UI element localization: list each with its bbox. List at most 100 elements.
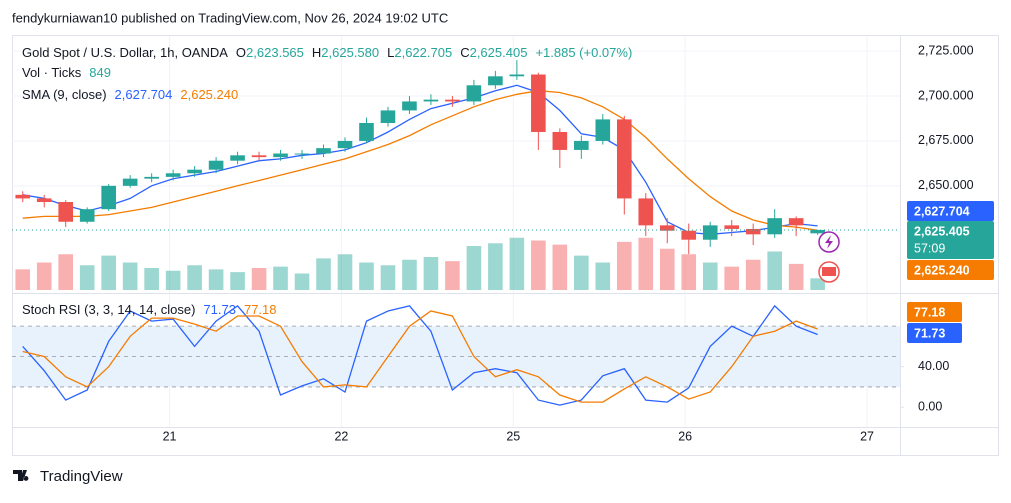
volume-bar <box>616 241 632 290</box>
volume-bar <box>724 266 740 290</box>
volume-bar <box>230 272 245 290</box>
volume-bar <box>659 248 675 290</box>
legend-value: 2,623.565 <box>246 45 304 60</box>
x-tick-label: 22 <box>334 429 348 443</box>
logo-mark <box>13 470 29 481</box>
volume-bar <box>810 278 825 290</box>
y-tick-label: 40.00 <box>918 359 949 373</box>
x-tick-label: 27 <box>860 429 874 443</box>
volume-bar <box>380 265 396 290</box>
candle-body <box>187 169 202 174</box>
volume-bar <box>251 268 267 290</box>
legend-value: 2,625.580 <box>321 45 379 60</box>
volume-bar <box>788 263 804 290</box>
volume-bar <box>165 270 181 290</box>
volume-bar <box>101 255 116 290</box>
candle-body <box>15 194 31 199</box>
candle-body <box>574 140 589 150</box>
volume-bar <box>58 254 74 290</box>
volume-bar <box>144 268 159 290</box>
volume-bar <box>122 262 138 290</box>
sma-badge-text: 2,627.704 <box>914 204 970 218</box>
legend-key: O <box>236 45 246 60</box>
candle-body <box>659 225 675 231</box>
volume-bar <box>402 259 417 290</box>
volume-bar <box>337 254 353 290</box>
candle-body <box>101 185 116 210</box>
sma-line <box>22 90 818 231</box>
volume-bar <box>595 262 611 290</box>
y-tick-label: 2,675.000 <box>918 133 974 147</box>
y-tick-label: 2,700.000 <box>918 88 974 102</box>
volume-bar <box>681 254 697 290</box>
candle-body <box>402 101 417 111</box>
candle-body <box>294 153 310 155</box>
flag-icon-stripes <box>822 267 836 276</box>
legend-row: Gold Spot / U.S. Dollar, 1h, OANDA O2,623… <box>22 45 632 60</box>
legend-key: H <box>312 45 321 60</box>
volume-bar <box>294 273 310 290</box>
volume-bar <box>273 266 288 290</box>
sma-line <box>22 84 818 235</box>
x-tick-label: 25 <box>506 429 520 443</box>
candle-body <box>79 209 95 222</box>
stoch-value: 71.73 <box>203 302 236 317</box>
candle-body <box>445 99 460 102</box>
candle-body <box>595 119 611 141</box>
candle-body <box>767 218 782 235</box>
candle-body <box>316 148 331 154</box>
candle-body <box>531 74 546 132</box>
candle-body <box>488 76 503 86</box>
y-tick-label: 2,725.000 <box>918 43 974 57</box>
candle-body <box>702 225 718 240</box>
stoch-line <box>22 310 818 403</box>
volume-bar <box>359 262 374 290</box>
volume-bar <box>187 265 202 290</box>
stoch-badge-text: 71.73 <box>914 326 945 340</box>
candle-body <box>337 140 353 149</box>
indicator-name: SMA (9, close) <box>22 87 107 102</box>
candle-body <box>466 85 482 102</box>
legend-value: 2,625.405 <box>470 45 528 60</box>
countdown-text: 57:09 <box>914 241 945 255</box>
stoch-title: Stoch RSI (3, 3, 14, 14, close) <box>22 302 195 317</box>
volume-value: 849 <box>89 65 111 80</box>
legend-row: Vol · Ticks 849 <box>22 65 111 80</box>
price-badge <box>907 221 994 259</box>
sma-badge-text: 2,625.240 <box>914 263 970 277</box>
candle-body <box>552 131 568 150</box>
legend-title: Gold Spot / U.S. Dollar, 1h, OANDA <box>22 45 228 60</box>
legend-change: +1.885 (+0.07%) <box>535 45 632 60</box>
candle-body <box>788 218 804 226</box>
volume-bar <box>208 269 224 290</box>
footer-logo: TradingView <box>13 468 123 485</box>
candle-body <box>724 225 740 229</box>
volume-bar <box>531 240 546 290</box>
volume-bar <box>509 237 525 290</box>
candle-body <box>58 202 74 222</box>
sma-badge <box>907 260 994 280</box>
volume-bar <box>316 258 331 290</box>
candle-body <box>638 198 654 226</box>
legend-key: L <box>387 45 394 60</box>
volume-bar <box>745 259 761 290</box>
publisher-header: fendykurniawan10 published on TradingVie… <box>12 10 448 25</box>
legend-key: C <box>460 45 469 60</box>
volume-name: Vol · Ticks <box>22 65 82 80</box>
volume-bar <box>79 265 95 290</box>
candle-body <box>251 155 267 158</box>
y-tick-label: 2,650.000 <box>918 178 974 192</box>
volume-bar <box>552 244 568 290</box>
volume-bar <box>466 246 482 290</box>
candle-body <box>122 178 138 186</box>
volume-bar <box>423 257 439 290</box>
candle-body <box>273 153 288 158</box>
candle-body <box>423 99 439 102</box>
candle-body <box>616 119 632 199</box>
legend-row: Stoch RSI (3, 3, 14, 14, close) 71.73 77.1… <box>22 302 277 317</box>
event-icon-bolt <box>825 235 833 249</box>
volume-bar <box>767 251 782 290</box>
x-tick-label: 21 <box>163 429 177 443</box>
